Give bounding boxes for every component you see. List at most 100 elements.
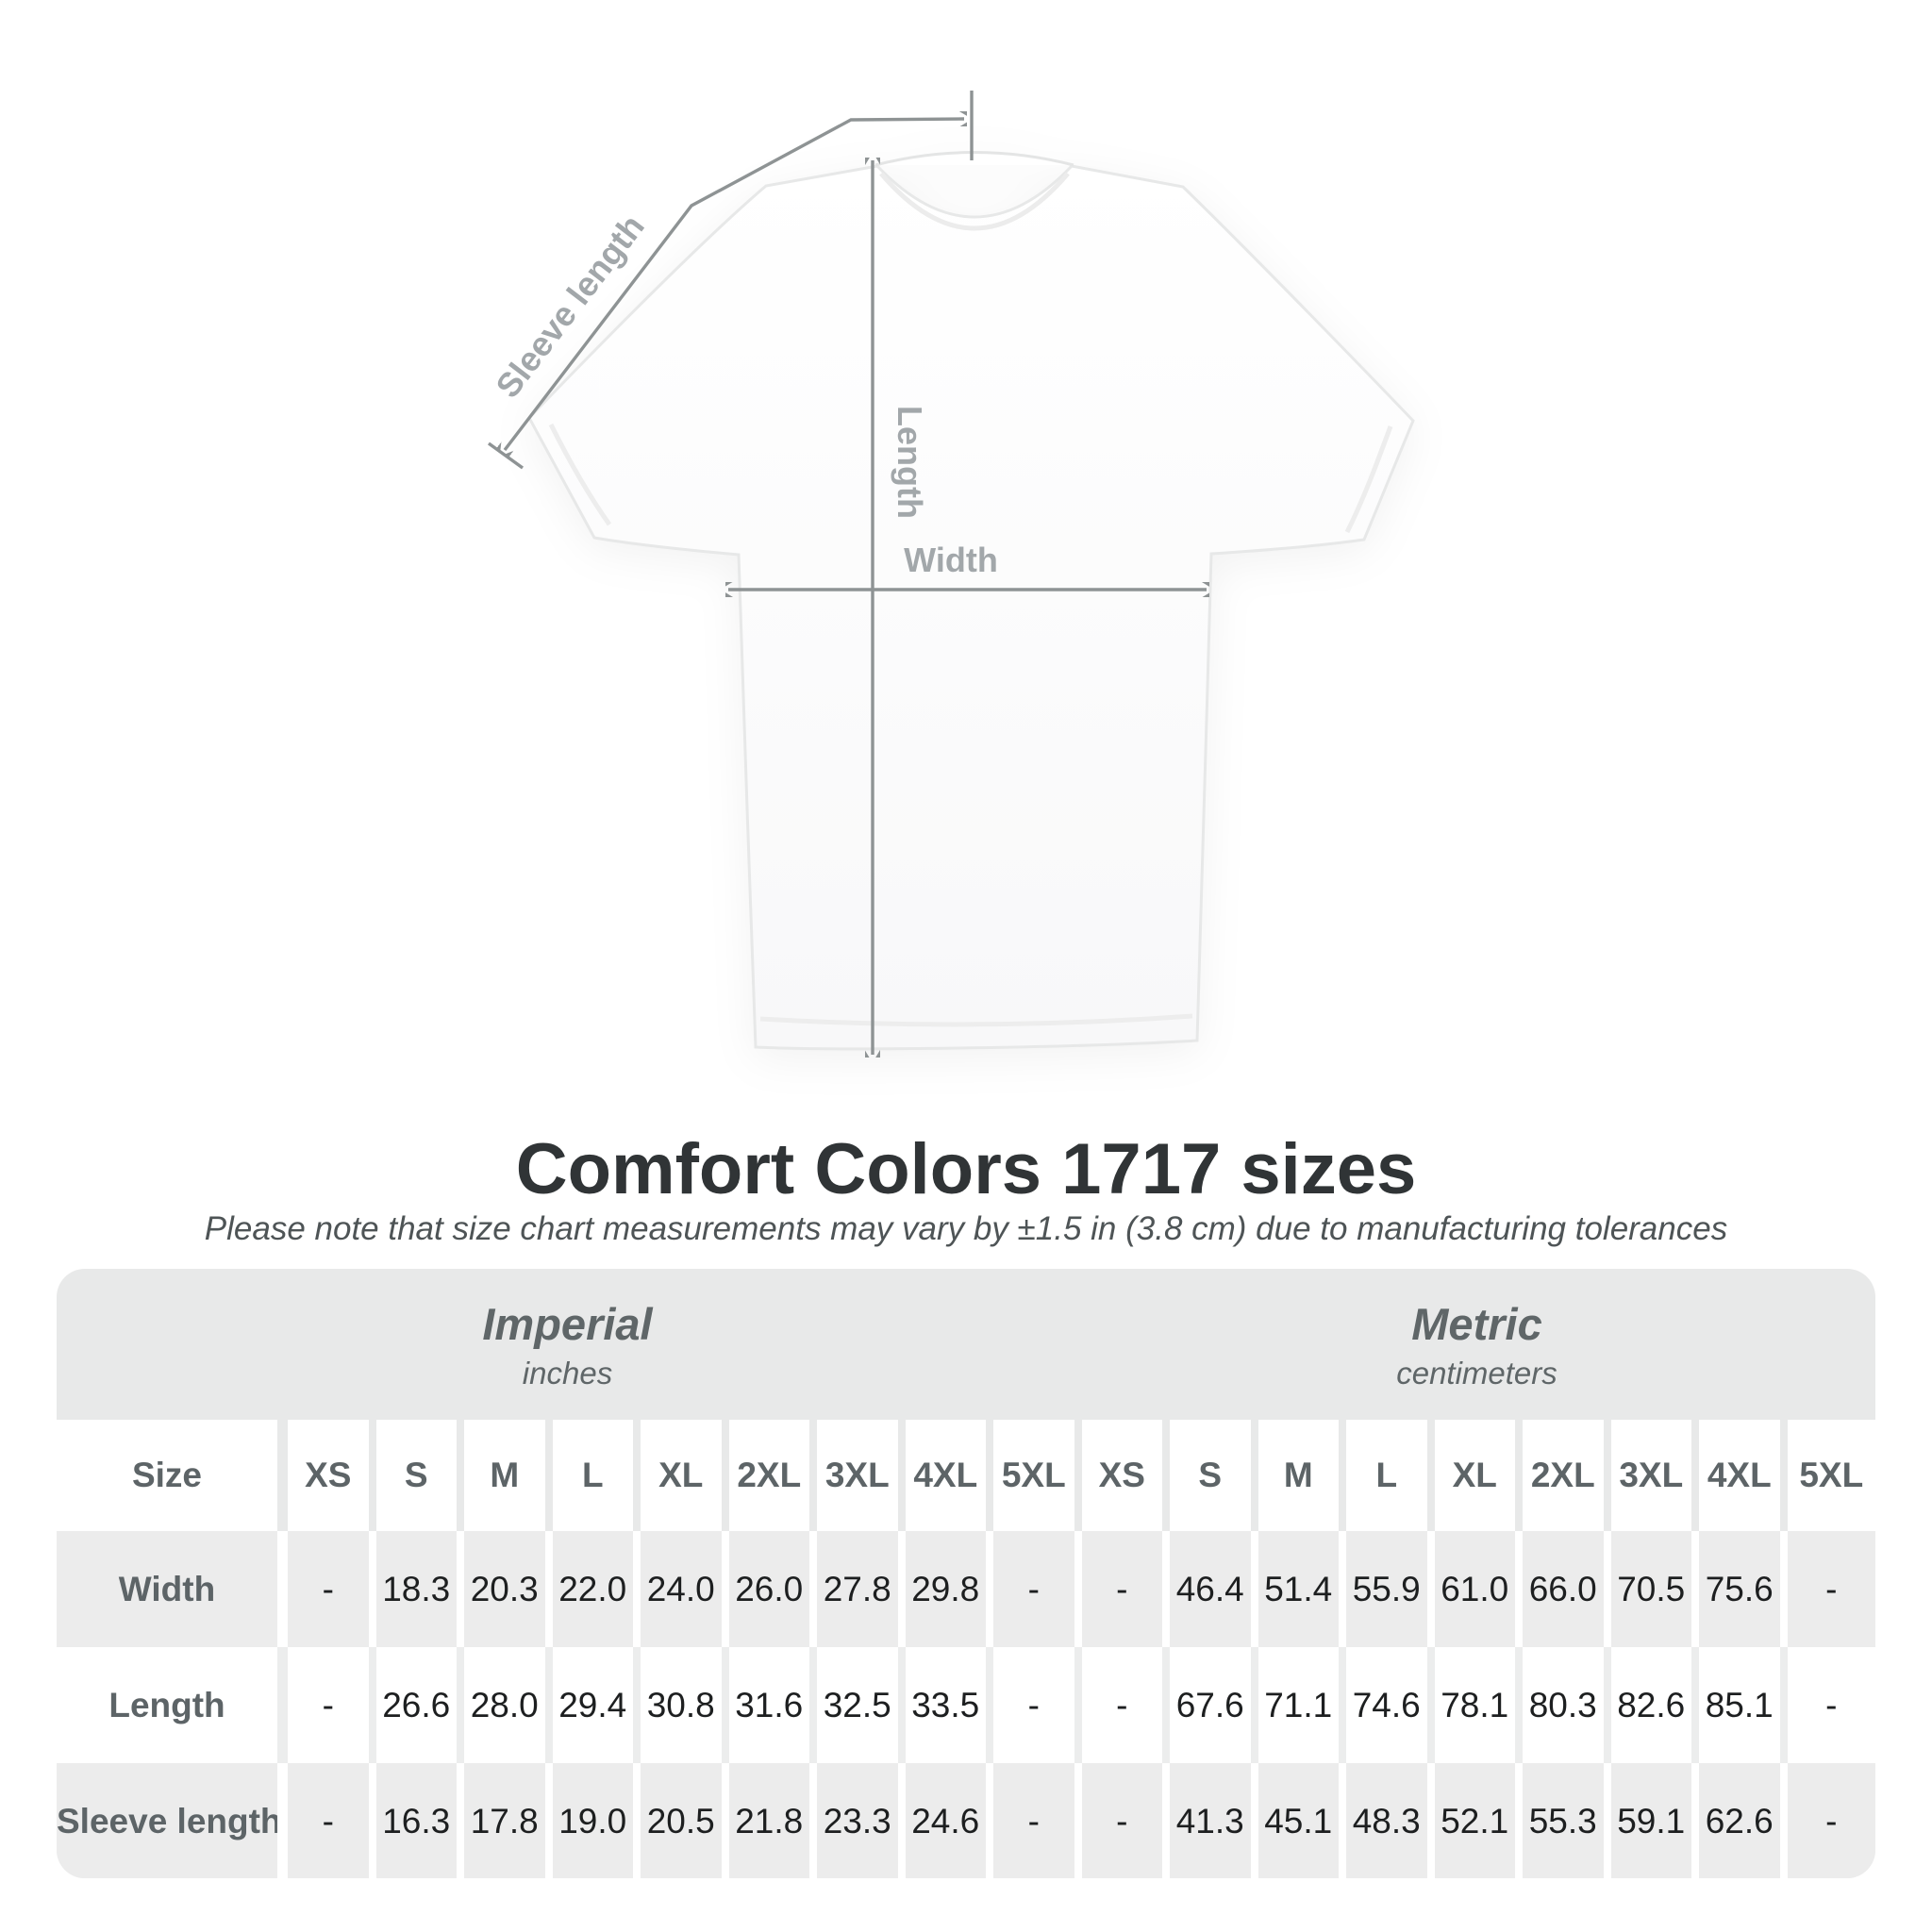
data-cell: 21.8 <box>728 1763 817 1878</box>
metric-sublabel: centimeters <box>1396 1355 1557 1391</box>
sleeve-end-tick <box>488 441 524 470</box>
page-title: Comfort Colors 1717 sizes <box>515 1129 1417 1209</box>
data-cell: 27.8 <box>817 1531 906 1647</box>
tshirt-back-collar <box>874 151 1074 167</box>
size-chart-panel: Imperial inches Metric centimeters Size … <box>57 1269 1875 1878</box>
width-label: Width <box>904 541 998 579</box>
data-cell: 33.5 <box>905 1647 993 1763</box>
data-cell: 26.6 <box>375 1647 464 1763</box>
data-cell: 41.3 <box>1170 1763 1258 1878</box>
data-cell: 71.1 <box>1257 1647 1346 1763</box>
data-cell: 51.4 <box>1257 1531 1346 1647</box>
table-row-length: Length - 26.6 28.0 29.4 30.8 31.6 32.5 3… <box>57 1647 1875 1763</box>
metric-label: Metric <box>1411 1298 1542 1349</box>
header-cell: 5XL <box>1787 1420 1875 1531</box>
data-cell: 74.6 <box>1346 1647 1435 1763</box>
data-cell: 24.6 <box>905 1763 993 1878</box>
header-cell: S <box>375 1420 464 1531</box>
data-cell: 75.6 <box>1699 1531 1788 1647</box>
row-label: Width <box>57 1531 288 1647</box>
data-cell: 61.0 <box>1434 1531 1523 1647</box>
data-cell: - <box>993 1763 1082 1878</box>
header-cell: XL <box>1434 1420 1523 1531</box>
row-label: Length <box>57 1647 288 1763</box>
data-cell: 20.5 <box>641 1763 729 1878</box>
table-row-sleeve-length: Sleeve length - 16.3 17.8 19.0 20.5 21.8… <box>57 1763 1875 1878</box>
data-cell: 52.1 <box>1434 1763 1523 1878</box>
header-cell: 3XL <box>817 1420 906 1531</box>
data-cell: 32.5 <box>817 1647 906 1763</box>
data-cell: - <box>1787 1647 1875 1763</box>
data-cell: 62.6 <box>1699 1763 1788 1878</box>
tshirt-diagram-svg: Sleeve length Length Width <box>488 91 1415 1099</box>
tshirt-illustration <box>527 151 1415 1051</box>
data-cell: 24.0 <box>641 1531 729 1647</box>
data-cell: 31.6 <box>728 1647 817 1763</box>
data-cell: 17.8 <box>464 1763 553 1878</box>
data-cell: 80.3 <box>1523 1647 1611 1763</box>
data-cell: - <box>1787 1531 1875 1647</box>
data-cell: 85.1 <box>1699 1647 1788 1763</box>
data-cell: - <box>288 1647 376 1763</box>
header-cell: M <box>464 1420 553 1531</box>
header-cell: 2XL <box>1523 1420 1611 1531</box>
imperial-sublabel: inches <box>522 1355 613 1391</box>
data-cell: - <box>1081 1763 1170 1878</box>
data-cell: - <box>288 1763 376 1878</box>
data-cell: 16.3 <box>375 1763 464 1878</box>
data-cell: 18.3 <box>375 1531 464 1647</box>
page-subtitle: Please note that size chart measurements… <box>204 1210 1728 1247</box>
table-row-width: Width - 18.3 20.3 22.0 24.0 26.0 27.8 29… <box>57 1531 1875 1647</box>
data-cell: 55.9 <box>1346 1531 1435 1647</box>
header-cell: XS <box>288 1420 376 1531</box>
data-cell: 78.1 <box>1434 1647 1523 1763</box>
data-cell: 59.1 <box>1610 1763 1699 1878</box>
tshirt-measurement-diagram: Sleeve length Length Width <box>488 91 1415 1099</box>
header-cell: 2XL <box>728 1420 817 1531</box>
data-cell: 20.3 <box>464 1531 553 1647</box>
data-cell: - <box>1081 1531 1170 1647</box>
data-cell: 48.3 <box>1346 1763 1435 1878</box>
data-cell: 46.4 <box>1170 1531 1258 1647</box>
imperial-group-header: Imperial inches <box>57 1269 1078 1420</box>
metric-group-header: Metric centimeters <box>1078 1269 1875 1420</box>
size-header-row: Size XS S M L XL 2XL 3XL 4XL 5XL XS S M … <box>57 1420 1875 1531</box>
data-cell: 66.0 <box>1523 1531 1611 1647</box>
data-cell: 28.0 <box>464 1647 553 1763</box>
header-cell: M <box>1257 1420 1346 1531</box>
tshirt-hem-stitch <box>759 1013 1193 1027</box>
header-cell: XS <box>1081 1420 1170 1531</box>
header-cell: 3XL <box>1610 1420 1699 1531</box>
header-cell: S <box>1170 1420 1258 1531</box>
data-cell: 82.6 <box>1610 1647 1699 1763</box>
tshirt-body <box>527 164 1415 1051</box>
row-label: Sleeve length <box>57 1763 288 1878</box>
imperial-label: Imperial <box>482 1298 653 1349</box>
data-cell: 29.4 <box>552 1647 641 1763</box>
data-cell: 55.3 <box>1523 1763 1611 1878</box>
size-table: Size XS S M L XL 2XL 3XL 4XL 5XL XS S M … <box>57 1420 1875 1878</box>
header-cell: XL <box>641 1420 729 1531</box>
data-cell: 67.6 <box>1170 1647 1258 1763</box>
header-cell: 4XL <box>905 1420 993 1531</box>
unit-group-band: Imperial inches Metric centimeters <box>57 1269 1875 1420</box>
header-cell-size: Size <box>57 1420 288 1531</box>
data-cell: 30.8 <box>641 1647 729 1763</box>
data-cell: 23.3 <box>817 1763 906 1878</box>
header-cell: L <box>552 1420 641 1531</box>
data-cell: - <box>1787 1763 1875 1878</box>
data-cell: - <box>993 1647 1082 1763</box>
header-cell: 4XL <box>1699 1420 1788 1531</box>
tshirt-right-sleeve-hem <box>1344 425 1393 534</box>
length-label: Length <box>891 406 929 519</box>
sleeve-length-measure <box>488 91 974 470</box>
data-cell: 26.0 <box>728 1531 817 1647</box>
data-cell: 29.8 <box>905 1531 993 1647</box>
data-cell: 45.1 <box>1257 1763 1346 1878</box>
data-cell: - <box>1081 1647 1170 1763</box>
data-cell: 19.0 <box>552 1763 641 1878</box>
data-cell: - <box>993 1531 1082 1647</box>
header-cell: 5XL <box>993 1420 1082 1531</box>
data-cell: - <box>288 1531 376 1647</box>
